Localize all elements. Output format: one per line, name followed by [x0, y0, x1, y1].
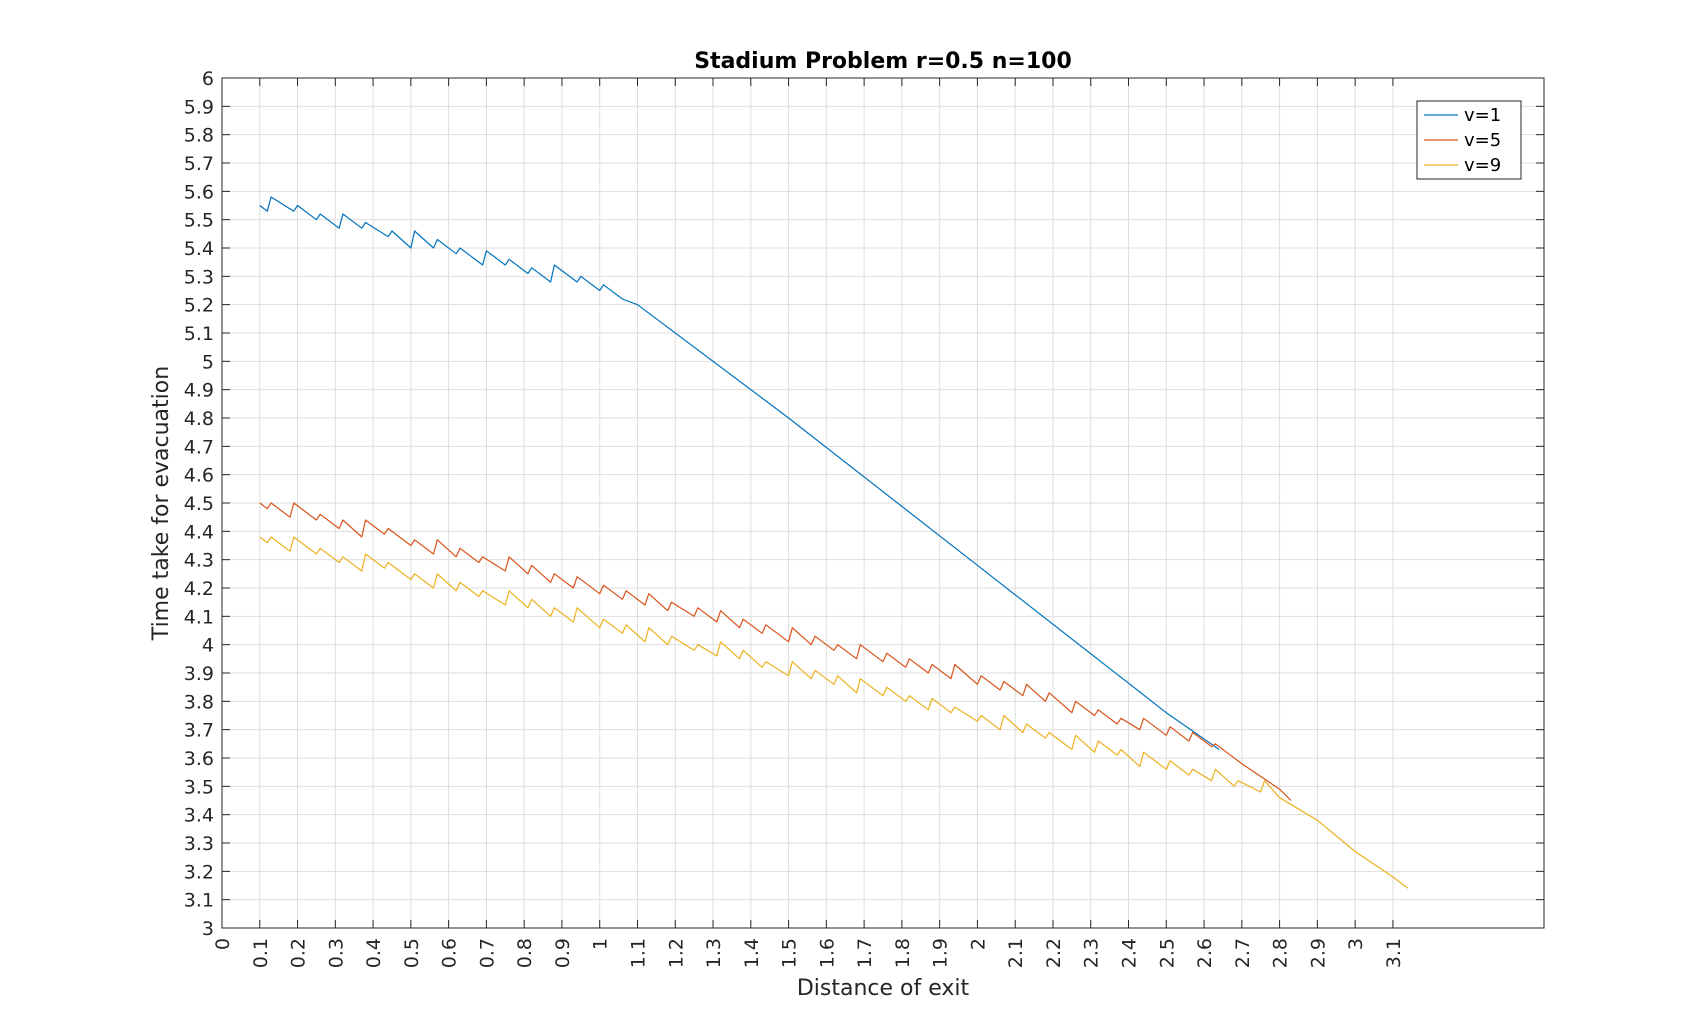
y-tick-label: 5.1: [184, 323, 214, 345]
y-tick-label: 4.9: [184, 380, 214, 402]
x-tick-label: 0.9: [552, 938, 574, 968]
x-tick-label: 1.3: [703, 938, 725, 968]
y-tick-label: 5.4: [184, 238, 214, 260]
legend: v=1 v=5 v=9: [1416, 100, 1522, 180]
x-tick-label: 1.5: [779, 938, 801, 968]
x-tick-label: 0.4: [363, 938, 385, 968]
x-tick-label: 2.3: [1081, 938, 1103, 968]
y-tick-label: 4.8: [184, 408, 214, 430]
y-tick-label: 3.7: [184, 720, 214, 742]
y-tick-label: 4.3: [184, 550, 214, 572]
legend-label-v9: v=9: [1464, 155, 1501, 176]
x-tick-label: 1: [590, 938, 612, 950]
x-tick-label: 1.6: [816, 938, 838, 968]
y-tick-label: 5.9: [184, 96, 214, 118]
x-tick-label: 2.7: [1232, 938, 1254, 968]
x-tick-label: 2.8: [1270, 938, 1292, 968]
x-tick-label: 1.7: [854, 938, 876, 968]
legend-label-v5: v=5: [1464, 130, 1501, 151]
y-tick-label: 4.5: [184, 493, 214, 515]
y-tick-label: 3.9: [184, 663, 214, 685]
x-tick-label: 2.6: [1194, 938, 1216, 968]
y-tick-label: 3.5: [184, 776, 214, 798]
x-tick-label: 3.1: [1383, 938, 1405, 968]
x-tick-label: 2.5: [1156, 938, 1178, 968]
x-tick-label: 2.9: [1307, 938, 1329, 968]
x-tick-label: 1.4: [741, 938, 763, 968]
y-tick-label: 5.2: [184, 295, 214, 317]
y-tick-label: 3.1: [184, 890, 214, 912]
x-tick-label: 0.1: [250, 938, 272, 968]
y-tick-labels: 3 3.1 3.2 3.3 3.4 3.5 3.6 3.7 3.8 3.9 4 4.1 4.2 4.3 4.…: [184, 68, 214, 940]
y-tick-label: 4.7: [184, 436, 214, 458]
y-tick-label: 4.1: [184, 606, 214, 628]
y-tick-label: 3.8: [184, 691, 214, 713]
legend-label-v1: v=1: [1464, 105, 1501, 126]
series-line-v1: [259, 196, 1220, 750]
chart-title: Stadium Problem r=0.5 n=100: [694, 49, 1072, 74]
ticks: [221, 77, 1544, 929]
x-tick-label: 1.9: [930, 938, 952, 968]
x-tick-label: 1.8: [892, 938, 914, 968]
y-tick-label: 3.2: [184, 861, 214, 883]
y-tick-label: 5.5: [184, 210, 214, 232]
x-tick-label: 2.2: [1043, 938, 1065, 968]
x-tick-label: 2.4: [1119, 938, 1141, 968]
x-tick-label: 2: [967, 938, 989, 950]
y-axis-label: Time take for evacuation: [149, 366, 174, 641]
x-tick-label: 3: [1345, 938, 1367, 950]
x-tick-label: 0: [212, 938, 234, 950]
y-tick-label: 3.3: [184, 833, 214, 855]
x-tick-label: 0.2: [288, 938, 310, 968]
series-line-v5: [259, 502, 1292, 801]
x-tick-label: 0.3: [325, 938, 347, 968]
series-layer: [259, 196, 1409, 889]
x-tick-labels: 0 0.1 0.2 0.3 0.4 0.5 0.6 0.7 0.8 0.9 1 1.1 1.2 1.3 1.…: [212, 938, 1405, 968]
y-tick-label: 6: [202, 68, 214, 90]
y-tick-label: 5.6: [184, 181, 214, 203]
x-tick-label: 0.8: [514, 938, 536, 968]
y-tick-label: 5: [202, 351, 214, 373]
x-tick-label: 2.1: [1005, 938, 1027, 968]
y-tick-label: 4.4: [184, 521, 214, 543]
x-tick-label: 0.7: [476, 938, 498, 968]
y-tick-label: 4.6: [184, 465, 214, 487]
y-tick-label: 5.3: [184, 266, 214, 288]
y-tick-label: 5.7: [184, 153, 214, 175]
series-line-v9: [259, 536, 1409, 889]
x-tick-label: 1.1: [627, 938, 649, 968]
x-axis-label: Distance of exit: [797, 976, 970, 1001]
x-tick-label: 1.2: [665, 938, 687, 968]
y-tick-label: 3.4: [184, 805, 214, 827]
x-tick-label: 0.5: [401, 938, 423, 968]
y-tick-label: 4.2: [184, 578, 214, 600]
x-tick-label: 0.6: [439, 938, 461, 968]
y-tick-label: 5.8: [184, 125, 214, 147]
y-tick-label: 3.6: [184, 748, 214, 770]
y-tick-label: 3: [202, 918, 214, 940]
y-tick-label: 4: [202, 635, 214, 657]
